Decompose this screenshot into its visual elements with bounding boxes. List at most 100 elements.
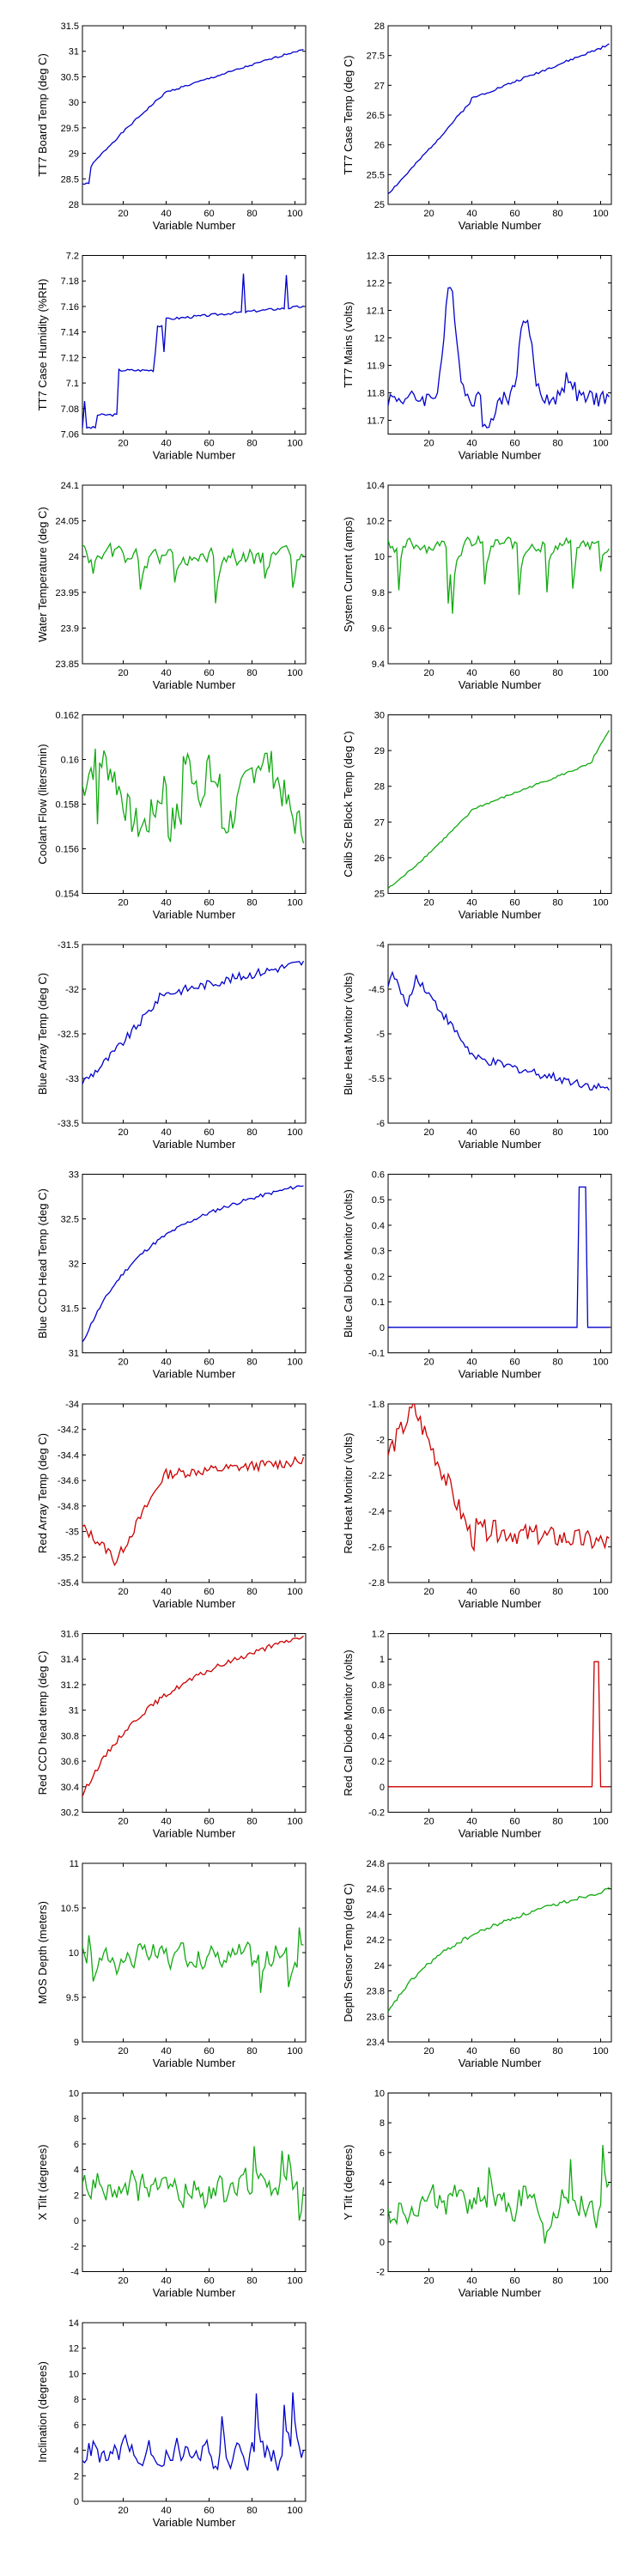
y-tick-label: 0.16 <box>61 756 79 766</box>
series-line <box>388 730 611 890</box>
x-tick-label: 20 <box>423 2046 434 2057</box>
plot-area <box>387 25 612 205</box>
x-tick-label: 100 <box>287 1127 302 1138</box>
x-tick-label: 80 <box>552 668 562 678</box>
series-line <box>82 1455 305 1567</box>
series-line <box>388 970 611 1091</box>
x-tick-label: 20 <box>118 2506 128 2516</box>
x-tick-label: 100 <box>287 668 302 678</box>
x-tick-label: 40 <box>466 2276 477 2287</box>
y-tick-label: 24.6 <box>367 1885 385 1895</box>
x-tick-label: 20 <box>423 439 434 449</box>
x-tick-label: 20 <box>423 1587 434 1597</box>
x-axis-label: Variable Number <box>153 1368 236 1381</box>
x-tick-label: 80 <box>552 439 562 449</box>
y-tick-label: -35.2 <box>58 1552 79 1563</box>
x-tick-label: 60 <box>509 209 519 219</box>
y-tick-label: 0.162 <box>55 711 79 721</box>
y-axis-label: System Current (amps) <box>342 517 355 632</box>
x-tick-label: 80 <box>246 1358 257 1368</box>
y-axis-label: X Tilt (degrees) <box>36 2144 49 2220</box>
x-axis-label: Variable Number <box>459 449 542 462</box>
chart-panel: -4 -2 0 2 4 6 8 10 20 40 60 80 100 Variable Number X T… <box>36 2089 307 2300</box>
x-tick-label: 80 <box>552 898 562 908</box>
x-tick-label: 100 <box>287 439 302 449</box>
x-axis-label: Variable Number <box>153 219 236 232</box>
y-tick-label: -31.5 <box>58 940 79 951</box>
y-tick-label: 4 <box>380 2178 385 2189</box>
chart-panel: -2.8 -2.6 -2.4 -2.2 -2 -1.8 20 40 60 80 100 Variabl… <box>342 1400 612 1610</box>
y-tick-label: 23.85 <box>55 659 79 670</box>
y-tick-label: 0.158 <box>55 800 79 811</box>
y-tick-label: 9.5 <box>66 1993 79 2003</box>
series-line <box>388 534 611 614</box>
x-tick-label: 60 <box>204 1127 214 1138</box>
y-tick-label: -33.5 <box>58 1119 79 1129</box>
y-axis-label: Y Tilt (degrees) <box>342 2145 355 2221</box>
x-axis-label: Variable Number <box>459 1368 542 1381</box>
y-tick-label: 27 <box>374 817 385 828</box>
y-tick-label: -34.2 <box>58 1425 79 1436</box>
y-tick-label: 31 <box>69 47 79 58</box>
y-axis-label: Blue Heat Monitor (volts) <box>342 972 355 1095</box>
y-tick-label: 28.5 <box>61 174 79 185</box>
y-axis-label: Coolant Flow (liters/min) <box>36 744 49 864</box>
x-tick-label: 100 <box>592 1587 608 1597</box>
series-line <box>388 1886 610 2013</box>
x-tick-label: 20 <box>423 668 434 678</box>
x-tick-label: 80 <box>246 439 257 449</box>
y-tick-label: 0.156 <box>55 845 79 855</box>
x-axis-label: Variable Number <box>153 1597 236 1610</box>
y-axis-label: Blue Array Temp (deg C) <box>36 973 49 1095</box>
x-tick-label: 100 <box>592 439 608 449</box>
y-tick-label: 0.2 <box>372 1757 385 1767</box>
x-tick-label: 20 <box>423 2276 434 2287</box>
x-tick-label: 100 <box>592 2046 608 2057</box>
y-tick-label: 7.08 <box>61 404 79 415</box>
x-axis-label: Variable Number <box>153 678 236 691</box>
y-tick-label: 30.5 <box>61 72 79 82</box>
y-tick-label: 1.2 <box>372 1630 385 1640</box>
y-axis-label: TT7 Board Temp (deg C) <box>36 53 49 177</box>
y-tick-label: -2.8 <box>368 1578 385 1589</box>
x-tick-label: 40 <box>466 439 477 449</box>
y-tick-label: -2.6 <box>368 1542 385 1552</box>
series-line <box>82 273 304 429</box>
x-tick-label: 40 <box>161 2506 171 2516</box>
y-tick-label: 27.5 <box>367 52 385 62</box>
chart-panel: -35.4 -35.2 -35 -34.8 -34.6 -34.4 -34.2 -34 20 40… <box>36 1400 307 1610</box>
series-line <box>82 2146 305 2221</box>
x-tick-label: 60 <box>509 668 519 678</box>
x-tick-label: 40 <box>161 1358 171 1368</box>
y-tick-label: 31 <box>69 1349 79 1359</box>
x-tick-label: 20 <box>423 898 434 908</box>
x-tick-label: 60 <box>509 439 519 449</box>
x-axis-label: Variable Number <box>459 2057 542 2069</box>
x-tick-label: 100 <box>592 1358 608 1368</box>
x-tick-label: 100 <box>592 2276 608 2287</box>
y-tick-label: 29 <box>374 746 385 756</box>
chart-panel: 9.4 9.6 9.8 10 10.2 10.4 20 40 60 80 100 Variable N… <box>342 481 612 691</box>
plot-area <box>387 1174 612 1353</box>
y-tick-label: 0.2 <box>372 1272 385 1282</box>
y-tick-label: 24.4 <box>367 1910 385 1920</box>
y-tick-label: 10 <box>69 2369 79 2379</box>
x-tick-label: 80 <box>552 1587 562 1597</box>
y-tick-label: 30 <box>69 98 79 108</box>
x-tick-label: 80 <box>552 1127 562 1138</box>
y-axis-label: Red CCD head temp (deg C) <box>36 1651 49 1795</box>
y-tick-label: -4 <box>70 2268 79 2278</box>
chart-panel: -0.1 0 0.1 0.2 0.3 0.4 0.5 0.6 20 40 60 80 100 Variab… <box>342 1170 612 1381</box>
y-tick-label: 29.5 <box>61 124 79 134</box>
y-tick-label: 28 <box>69 200 79 210</box>
x-tick-label: 60 <box>204 668 214 678</box>
x-tick-label: 80 <box>246 898 257 908</box>
y-tick-label: -35.4 <box>58 1578 79 1589</box>
x-tick-label: 100 <box>592 668 608 678</box>
x-tick-label: 60 <box>509 1358 519 1368</box>
y-tick-label: 12.2 <box>367 279 385 289</box>
y-tick-label: 2 <box>74 2190 79 2201</box>
y-tick-label: 8 <box>380 2118 385 2129</box>
x-tick-label: 60 <box>204 209 214 219</box>
